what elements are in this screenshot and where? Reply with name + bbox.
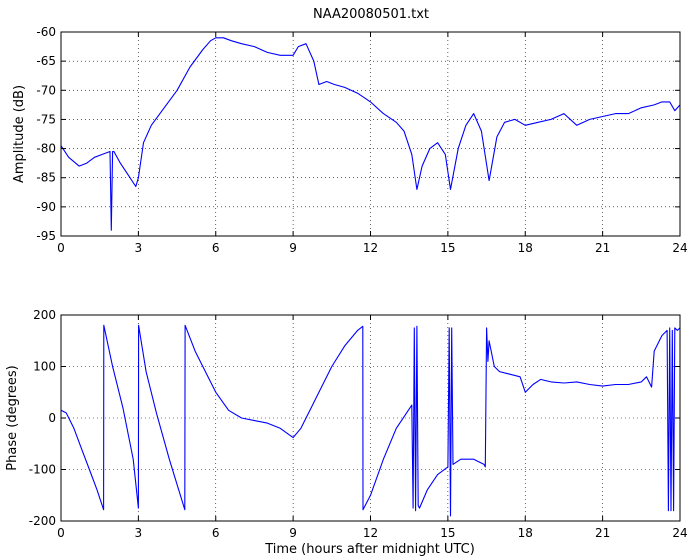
ticks-amplitude: 0 3 6 9 12 15 18 21 24 -95 -90 -85 -80 -75 -70 -65 -60 <box>36 25 687 255</box>
xtick-label: 6 <box>212 241 220 255</box>
xtick-label: 15 <box>440 526 455 540</box>
xtick-label: 18 <box>518 526 533 540</box>
ytick-label: -95 <box>36 229 56 243</box>
ytick-label: 100 <box>33 360 56 374</box>
ytick-label: 200 <box>33 308 56 322</box>
ytick-label: -80 <box>36 142 56 156</box>
phase-axes: 0 3 6 9 12 15 18 21 24 -200 -100 0 100 200 Phase (deg… <box>5 308 688 557</box>
xtick-label: 0 <box>57 241 65 255</box>
ytick-label: -60 <box>36 25 56 39</box>
series-phase <box>60 324 681 517</box>
amplitude-axes: 0 3 6 9 12 15 18 21 24 -95 -90 -85 -80 -75 -70 -65 -60 A… <box>12 25 688 255</box>
xtick-label: 24 <box>672 241 687 255</box>
ticks-phase: 0 3 6 9 12 15 18 21 24 -200 -100 0 100 200 <box>29 308 688 540</box>
xlabel-phase: Time (hours after midnight UTC) <box>264 542 475 557</box>
xtick-label: 3 <box>135 241 143 255</box>
figure-title: NAA20080501.txt <box>313 7 429 22</box>
xtick-label: 0 <box>57 526 65 540</box>
ytick-label: -100 <box>29 463 56 477</box>
ytick-label: -75 <box>36 112 56 126</box>
ytick-label: -85 <box>36 171 56 185</box>
xtick-label: 15 <box>440 241 455 255</box>
xtick-label: 12 <box>363 526 378 540</box>
ylabel-phase: Phase (degrees) <box>5 365 20 470</box>
ytick-label: -70 <box>36 83 56 97</box>
xtick-label: 12 <box>363 241 378 255</box>
xtick-label: 21 <box>595 241 610 255</box>
ytick-label: -200 <box>29 514 56 528</box>
plot-area-phase <box>61 315 680 521</box>
xtick-label: 24 <box>672 526 687 540</box>
ytick-label: -90 <box>36 200 56 214</box>
plot-area-amplitude <box>61 32 680 236</box>
ytick-label: 0 <box>48 411 56 425</box>
series-amplitude <box>60 37 681 231</box>
xtick-label: 6 <box>212 526 220 540</box>
xtick-label: 18 <box>518 241 533 255</box>
ytick-label: -65 <box>36 54 56 68</box>
ylabel-amplitude: Amplitude (dB) <box>12 85 27 183</box>
xtick-label: 9 <box>289 241 297 255</box>
xtick-label: 9 <box>289 526 297 540</box>
xtick-label: 3 <box>135 526 143 540</box>
xtick-label: 21 <box>595 526 610 540</box>
series-line-amplitude <box>60 37 681 231</box>
series-line-phase <box>60 324 681 517</box>
